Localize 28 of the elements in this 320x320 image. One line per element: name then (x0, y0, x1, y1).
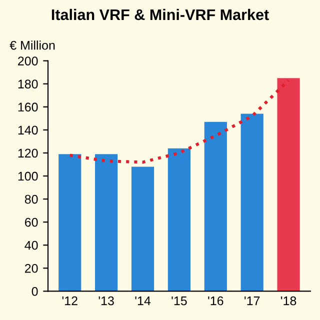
y-tick-label: 20 (25, 264, 38, 273)
x-tick-label: '16 (208, 296, 224, 306)
y-tick-label: 80 (24, 194, 38, 204)
bar (277, 78, 300, 292)
y-tick-label: 100 (18, 172, 38, 181)
y-tick-label: 160 (18, 102, 38, 112)
x-tick-label: '15 (172, 296, 187, 306)
y-tick-label: 0 (32, 287, 38, 296)
x-tick-label: '14 (135, 296, 151, 306)
x-tick-label: '17 (244, 296, 260, 306)
x-tick-label: '12 (62, 296, 78, 306)
x-tick-label: '13 (98, 296, 114, 306)
bar (168, 148, 190, 292)
y-tick-label: 40 (24, 240, 38, 250)
y-tick-label: 60 (25, 218, 38, 227)
bar (95, 154, 118, 292)
y-tick-label: 140 (18, 126, 38, 135)
bar (131, 166, 154, 292)
x-tick-label: '18 (281, 296, 296, 306)
chart-title: Italian VRF & Mini-VRF Market (52, 8, 269, 20)
line-series (68, 78, 290, 164)
y-tick-label: 120 (18, 148, 38, 158)
bar (58, 154, 82, 292)
bar (240, 114, 264, 292)
bar (204, 122, 227, 292)
y-tick-label: 200 (18, 56, 38, 66)
y-axis-title: € Million (10, 40, 55, 50)
y-tick-label: 180 (18, 80, 38, 88)
